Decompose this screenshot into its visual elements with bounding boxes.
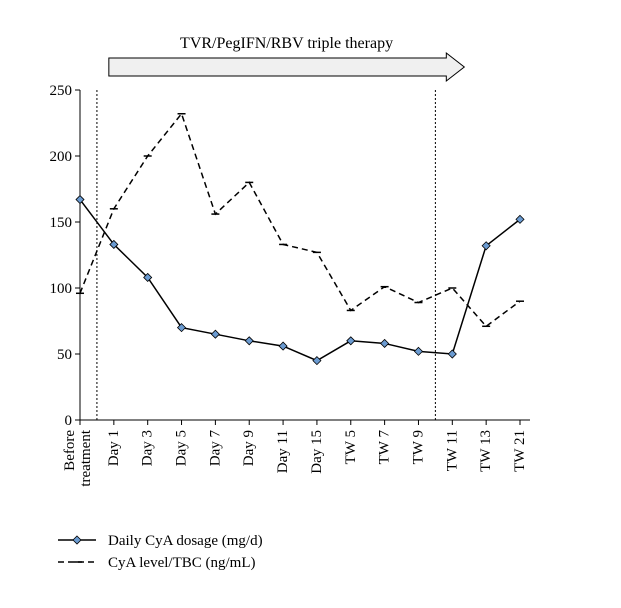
x-tick-label: Before <box>62 430 78 471</box>
x-tick-label: Day 11 <box>275 430 291 473</box>
x-tick-label: Day 1 <box>106 430 122 466</box>
legend-label: CyA level/TBC (ng/mL) <box>108 555 256 571</box>
y-tick-label: 200 <box>50 149 73 165</box>
x-tick-label: Day 15 <box>309 430 325 474</box>
x-tick-label: TW 21 <box>512 430 528 472</box>
x-tick-label: treatment <box>78 429 94 486</box>
data-marker <box>245 337 253 345</box>
y-tick-label: 0 <box>65 413 73 429</box>
therapy-arrow <box>109 53 464 81</box>
x-tick-label: TW 11 <box>444 430 460 471</box>
x-tick-label: Day 5 <box>174 430 190 466</box>
y-tick-label: 250 <box>50 83 73 99</box>
y-tick-label: 150 <box>50 215 73 231</box>
data-marker <box>279 342 287 350</box>
data-marker <box>211 330 219 338</box>
line-chart: TVR/PegIFN/RBV triple therapy 0 50 100 150 20… <box>20 20 601 588</box>
x-tick-label: TW 9 <box>410 430 426 464</box>
chart-container: TVR/PegIFN/RBV triple therapy 0 50 100 150 20… <box>20 20 601 588</box>
data-marker <box>448 350 456 358</box>
x-tick-label: TW 7 <box>377 430 393 465</box>
data-marker <box>313 357 321 365</box>
x-tick-label: Day 7 <box>207 430 223 467</box>
x-tick-label: Day 9 <box>241 430 257 466</box>
y-tick-label: 50 <box>57 347 72 363</box>
data-marker <box>414 347 422 355</box>
legend-label: Daily CyA dosage (mg/d) <box>108 533 263 549</box>
x-tick-label: Day 3 <box>140 430 156 466</box>
series-line <box>80 114 520 327</box>
therapy-label: TVR/PegIFN/RBV triple therapy <box>180 35 393 52</box>
x-tick-label: TW 13 <box>478 430 494 472</box>
data-marker <box>381 339 389 347</box>
x-tick-label: TW 5 <box>343 430 359 464</box>
data-marker <box>347 337 355 345</box>
data-marker <box>178 324 186 332</box>
y-tick-label: 100 <box>50 281 73 297</box>
